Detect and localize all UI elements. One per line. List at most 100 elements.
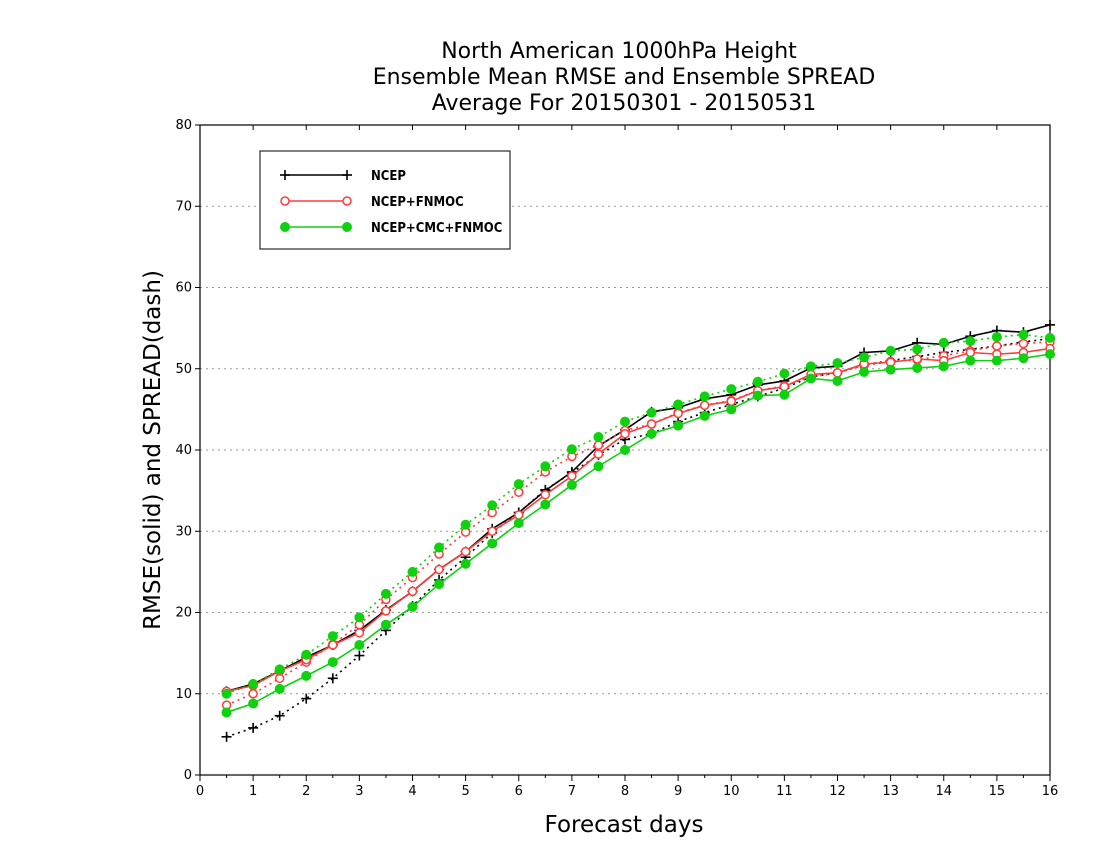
legend-marker — [280, 170, 290, 180]
rmse-point — [460, 558, 471, 569]
rmse-point — [593, 461, 604, 472]
x-tick-label: 15 — [989, 784, 1006, 799]
x-tick-label: 16 — [1042, 784, 1059, 799]
rmse-point — [328, 640, 338, 650]
rmse-point — [567, 471, 577, 481]
rmse-point — [885, 364, 896, 375]
legend-label: NCEP+FNMOC — [371, 195, 464, 210]
x-tick-label: 13 — [882, 784, 899, 799]
spread-line — [226, 333, 1051, 695]
rmse-point — [965, 355, 976, 366]
spread-point — [673, 399, 684, 410]
rmse-point — [726, 404, 737, 415]
rmse-point — [1045, 349, 1055, 360]
legend-marker — [342, 222, 352, 232]
x-axis-ticks: 0 1 2 3 4 5 6 7 8 9 10 11 12 13 14 15 16 — [196, 125, 1058, 799]
spread-point — [487, 500, 498, 511]
rmse-line — [226, 347, 1051, 693]
rmse-point — [354, 628, 365, 638]
spread-point — [593, 440, 604, 450]
y-tick-label: 70 — [175, 199, 192, 214]
spread-point — [248, 679, 259, 689]
rmse-line — [226, 353, 1051, 714]
spread-point — [859, 352, 870, 363]
spread-point — [221, 688, 232, 699]
rmse-point — [938, 361, 949, 372]
spread-point — [380, 588, 391, 599]
spread-point — [965, 336, 976, 347]
rmse-point — [779, 389, 790, 400]
y-tick-label: 40 — [175, 443, 192, 458]
x-tick-label: 10 — [723, 784, 740, 799]
spread-point — [752, 376, 763, 387]
spread-point — [274, 664, 285, 675]
x-tick-label: 0 — [196, 784, 204, 799]
spread-line — [226, 337, 1051, 738]
rmse-point — [1018, 353, 1029, 364]
rmse-point — [726, 396, 736, 406]
spread-point — [407, 566, 418, 577]
y-tick-label: 20 — [175, 606, 192, 621]
legend-box — [259, 150, 511, 250]
rmse-point — [965, 347, 976, 358]
rmse-point — [540, 499, 551, 510]
chart-title-line-2: Ensemble Mean RMSE and Ensemble SPREAD — [373, 65, 876, 90]
rmse-point — [912, 362, 923, 373]
rmse-point — [301, 670, 312, 681]
legend-marker — [342, 170, 352, 180]
rmse-point — [460, 546, 471, 557]
legend-marker — [280, 196, 290, 206]
rmse-point — [407, 601, 418, 612]
rmse-point — [380, 619, 391, 630]
spread-point — [301, 649, 312, 660]
spread-point — [646, 407, 657, 418]
x-tick-label: 8 — [621, 784, 629, 799]
chart-title-line-1: North American 1000hPa Height — [441, 39, 797, 64]
spread-point — [434, 542, 445, 553]
spread-point — [805, 361, 816, 372]
spread-point — [726, 384, 737, 395]
x-axis-label: Forecast days — [545, 812, 704, 838]
rmse-point — [673, 420, 684, 431]
rmse-point — [566, 479, 577, 490]
spread-point — [991, 332, 1002, 343]
spread-point — [992, 341, 1002, 351]
spread-point — [248, 722, 259, 733]
rmse-point — [540, 489, 551, 500]
x-tick-label: 5 — [461, 784, 469, 799]
legend-item: NCEP — [280, 169, 406, 184]
y-tick-label: 80 — [175, 118, 192, 133]
x-tick-label: 14 — [935, 784, 952, 799]
rmse-line — [226, 324, 1051, 693]
rmse-point — [805, 373, 816, 384]
x-tick-label: 1 — [249, 784, 257, 799]
rmse-point — [487, 526, 497, 536]
rmse-point — [487, 538, 498, 549]
legend-marker — [280, 222, 290, 232]
legend: NCEP NCEP+FNMOC NCEP+CMC+FNMOC — [259, 150, 511, 250]
rmse-point — [513, 518, 524, 529]
chart-title-line-3: Average For 20150301 - 20150531 — [432, 91, 817, 116]
spread-point — [885, 345, 896, 356]
spread-point — [460, 519, 471, 530]
spread-point — [221, 731, 232, 742]
rmse-point — [752, 390, 763, 401]
spread-point — [301, 693, 312, 704]
spread-point — [912, 344, 923, 355]
rmse-point — [354, 640, 365, 650]
rmse-point — [1045, 319, 1055, 330]
legend-marker — [342, 196, 352, 206]
x-tick-label: 2 — [302, 784, 310, 799]
y-tick-label: 60 — [175, 281, 192, 296]
rmse-point — [832, 375, 843, 386]
y-tick-label: 50 — [175, 362, 192, 377]
spread-point — [540, 461, 551, 472]
rmse-point — [221, 707, 232, 718]
x-tick-label: 4 — [408, 784, 416, 799]
rmse-point — [673, 408, 683, 419]
spread-point — [513, 479, 524, 490]
rmse-point — [381, 606, 391, 616]
spread-point — [354, 650, 365, 661]
rmse-point — [620, 445, 630, 455]
